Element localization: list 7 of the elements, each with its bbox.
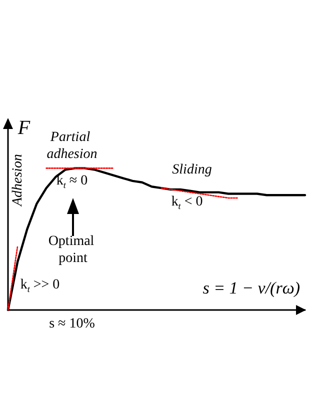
annotation: Sliding <box>172 162 212 178</box>
x-axis-title: s = 1 − v/(rω) <box>202 278 300 298</box>
y-axis-title: F <box>16 117 31 139</box>
annotation: Optimal point <box>48 234 98 266</box>
text: s ≈ 10% <box>49 316 96 332</box>
text: Partial adhesion <box>46 130 98 162</box>
annotation: Adhesion <box>10 154 26 208</box>
